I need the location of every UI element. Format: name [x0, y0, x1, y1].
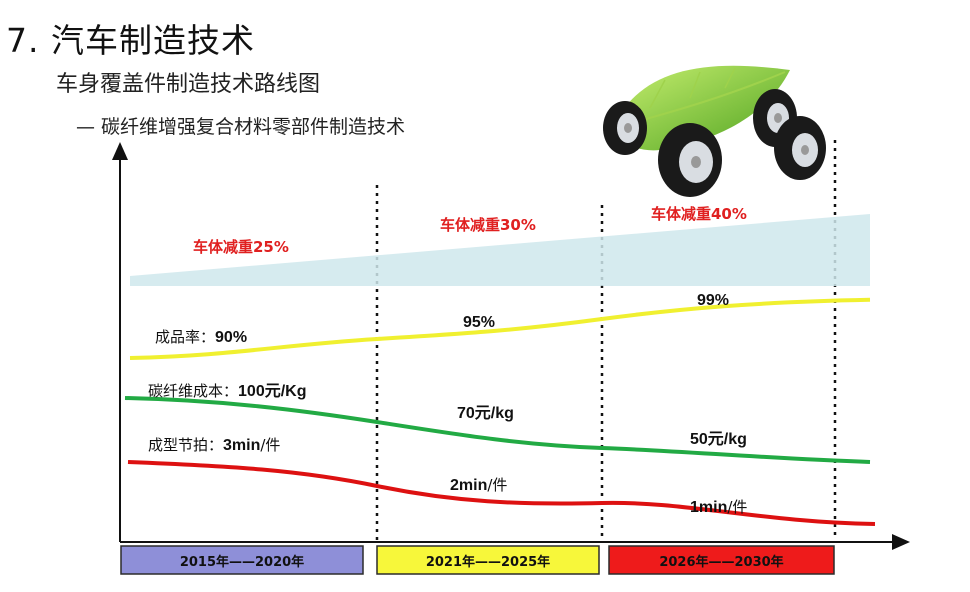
cycle-label-2: 2min/件 [450, 476, 507, 494]
yield-label-1: 成品率：90% [155, 328, 247, 346]
cost-label-3: 50元/kg [690, 431, 747, 448]
yield-series-line [129, 297, 871, 360]
cost-label-1: 碳纤维成本：100元/Kg [148, 382, 307, 400]
period-label-1: 2015年——2020年 [180, 554, 304, 570]
weight-reduction-label-3: 车体减重40% [651, 205, 747, 223]
cycle-label-1: 成型节拍：3min/件 [148, 436, 280, 454]
page-subtitle: 车身覆盖件制造技术路线图 [56, 72, 321, 97]
section-subtitle: — 碳纤维增强复合材料零部件制造技术 [76, 116, 406, 138]
weight-reduction-label-2: 车体减重30% [440, 216, 536, 234]
yield-label-3: 99% [697, 292, 729, 309]
weight-reduction-label-1: 车体减重25% [193, 238, 289, 256]
cycle-series-line [127, 460, 876, 526]
green-leaf-car-icon [603, 65, 826, 197]
cost-label-2: 70元/kg [457, 405, 514, 422]
yield-label-2: 95% [463, 314, 495, 331]
cycle-label-3: 1min/件 [690, 498, 747, 516]
period-label-2: 2021年——2025年 [426, 554, 550, 570]
period-box-2 [376, 545, 600, 575]
page-title: 7. 汽车制造技术 [6, 21, 255, 60]
period-box-3 [608, 545, 835, 575]
cost-series-line [124, 396, 871, 464]
period-box-1 [120, 545, 364, 575]
weight-reduction-band [130, 214, 870, 286]
period-label-3: 2026年——2030年 [659, 554, 783, 570]
